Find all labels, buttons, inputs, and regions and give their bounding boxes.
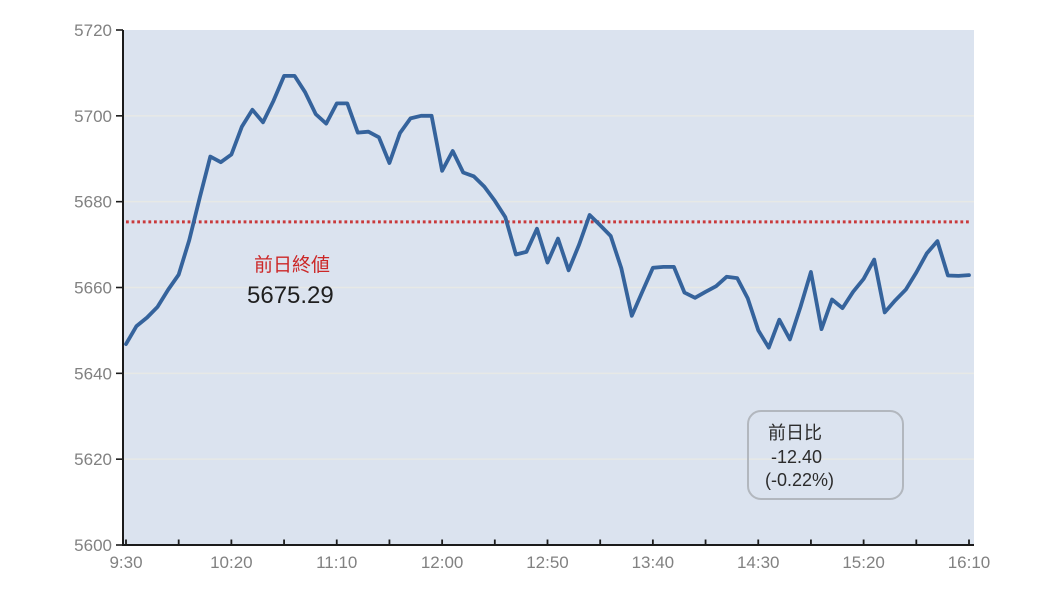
y-tick-label: 5620 xyxy=(74,450,112,469)
x-tick-label: 12:00 xyxy=(421,553,464,572)
daily-change-title: 前日比 xyxy=(768,423,822,443)
daily-change-value: -12.40 xyxy=(771,446,823,467)
x-tick-label: 10:20 xyxy=(210,553,253,572)
x-tick-label: 11:10 xyxy=(316,553,357,572)
y-tick-label: 5640 xyxy=(74,364,112,383)
y-tick-label: 5720 xyxy=(74,21,112,40)
prev-close-label: 前日終値 xyxy=(254,255,331,276)
x-tick-label: 13:40 xyxy=(632,553,675,572)
y-tick-label: 5660 xyxy=(74,279,112,298)
daily-change-percent: (-0.22%) xyxy=(765,470,835,490)
y-tick-label: 5680 xyxy=(74,193,112,212)
y-tick-label: 5700 xyxy=(74,107,112,126)
x-tick-label: 12:50 xyxy=(526,553,569,572)
prev-close-value: 5675.29 xyxy=(247,282,334,309)
x-tick-label: 16:10 xyxy=(948,553,991,572)
y-tick-label: 5600 xyxy=(74,536,112,555)
x-tick-label: 15:20 xyxy=(842,553,885,572)
daily-change-box: 前日比 -12.40 (-0.22%) xyxy=(747,410,904,500)
price-line xyxy=(124,74,971,350)
x-tick-label: 14:30 xyxy=(737,553,780,572)
x-tick-label: 9:30 xyxy=(109,553,142,572)
